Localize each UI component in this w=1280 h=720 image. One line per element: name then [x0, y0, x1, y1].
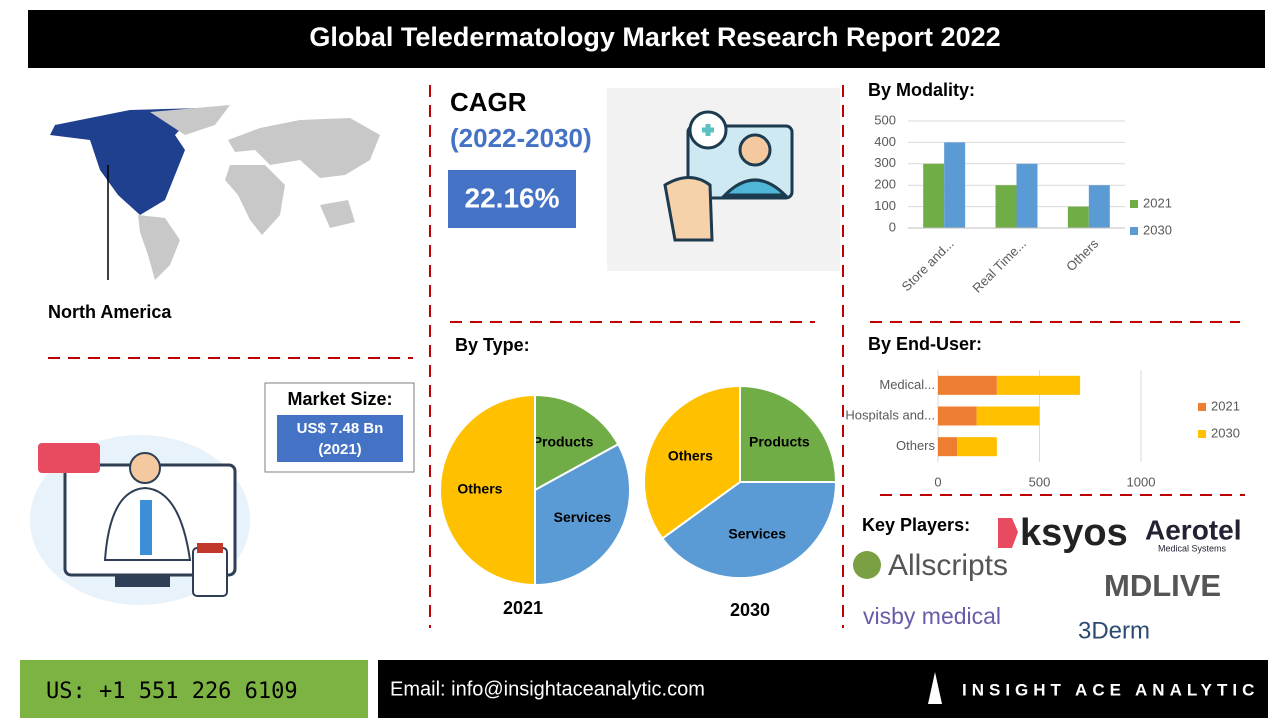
bar — [923, 163, 945, 228]
logo: Aerotel — [1145, 514, 1241, 545]
pie-title: 2030 — [730, 600, 770, 620]
bar — [1016, 163, 1038, 228]
y-tick-label: 300 — [874, 155, 896, 170]
pie-slice — [534, 442, 631, 587]
x-tick-label: 500 — [1029, 474, 1051, 489]
bar — [938, 375, 997, 395]
chart-title: By End-User: — [868, 334, 982, 354]
x-tick-label: 1000 — [1127, 474, 1156, 489]
y-tick-label: 0 — [889, 219, 896, 234]
market-size-title: Market Size: — [287, 389, 392, 409]
telehealth-illustration — [30, 435, 250, 605]
bar — [995, 185, 1017, 228]
header-bar — [28, 10, 1265, 68]
doctor-illustration — [607, 88, 840, 271]
slice-label: Products — [533, 433, 594, 449]
x-tick-label: Others — [1063, 236, 1102, 275]
world-map — [50, 105, 380, 280]
market-size-panel — [277, 415, 403, 462]
y-tick-label: Medical... — [879, 377, 935, 392]
bar — [938, 437, 958, 457]
legend-label: 2021 — [1211, 398, 1240, 413]
legend-label: 2030 — [1143, 222, 1172, 237]
x-tick-label: Real Time... — [969, 236, 1029, 296]
pie-slice — [739, 384, 838, 483]
bar — [1088, 185, 1110, 228]
pie-slice — [643, 384, 741, 540]
y-tick-label: 500 — [874, 112, 896, 127]
bar — [944, 142, 966, 228]
phone-bar — [20, 660, 368, 718]
email-bar — [378, 660, 1268, 718]
email: Email: info@insightaceanalytic.com — [390, 678, 705, 700]
brand: INSIGHT ACE ANALYTIC — [962, 680, 1259, 699]
slice-label: Products — [749, 433, 810, 449]
y-tick-label: Others — [896, 438, 936, 453]
header-title: Global Teledermatology Market Research R… — [309, 22, 1000, 52]
market-size-year: (2021) — [318, 441, 361, 458]
pie-slice — [660, 481, 838, 579]
key-players-title: Key Players: — [862, 515, 970, 535]
brand-icon — [928, 672, 942, 704]
y-tick-label: 200 — [874, 177, 896, 192]
chart-title: By Modality: — [868, 80, 975, 100]
pie-title: 2021 — [503, 598, 543, 618]
region-label: North America — [48, 302, 172, 322]
legend-swatch — [1130, 227, 1138, 235]
x-tick-label: Store and... — [899, 236, 957, 294]
logo: Medical Systems — [1158, 543, 1227, 553]
cagr-period: (2022-2030) — [450, 123, 592, 153]
legend-label: 2021 — [1143, 195, 1172, 210]
y-tick-label: 100 — [874, 198, 896, 213]
cagr-value: 22.16% — [465, 182, 560, 213]
slice-label: Others — [457, 481, 502, 497]
x-tick-label: 0 — [934, 474, 941, 489]
phone: US: +1 551 226 6109 — [46, 679, 298, 704]
slice-label: Others — [668, 447, 713, 463]
key-player-logos: ksyos Aerotel Medical Systems Allscripts… — [853, 512, 1241, 644]
logo: Allscripts — [888, 549, 1008, 582]
logo: visby medical — [863, 603, 1001, 629]
logo: 3Derm — [1078, 617, 1150, 644]
section-title: By Type: — [455, 335, 530, 355]
bar — [938, 406, 977, 426]
logo: MDLIVE — [1104, 568, 1221, 603]
logo: ksyos — [1020, 512, 1128, 554]
y-tick-label: Hospitals and... — [845, 407, 935, 422]
y-tick-label: 400 — [874, 134, 896, 149]
cagr-title: CAGR — [450, 87, 527, 117]
slice-label: Services — [554, 509, 612, 525]
legend-label: 2030 — [1211, 425, 1240, 440]
legend-swatch — [1198, 403, 1206, 411]
bar — [1067, 206, 1089, 228]
bar — [957, 437, 997, 457]
slice-label: Services — [728, 526, 786, 542]
bar — [976, 406, 1040, 426]
bar — [996, 375, 1081, 395]
pie-slice — [534, 393, 620, 492]
market-size-value: US$ 7.48 Bn — [297, 420, 384, 437]
cagr-box — [448, 170, 576, 228]
legend-swatch — [1198, 430, 1206, 438]
pie-slice — [439, 393, 536, 587]
legend-swatch — [1130, 200, 1138, 208]
